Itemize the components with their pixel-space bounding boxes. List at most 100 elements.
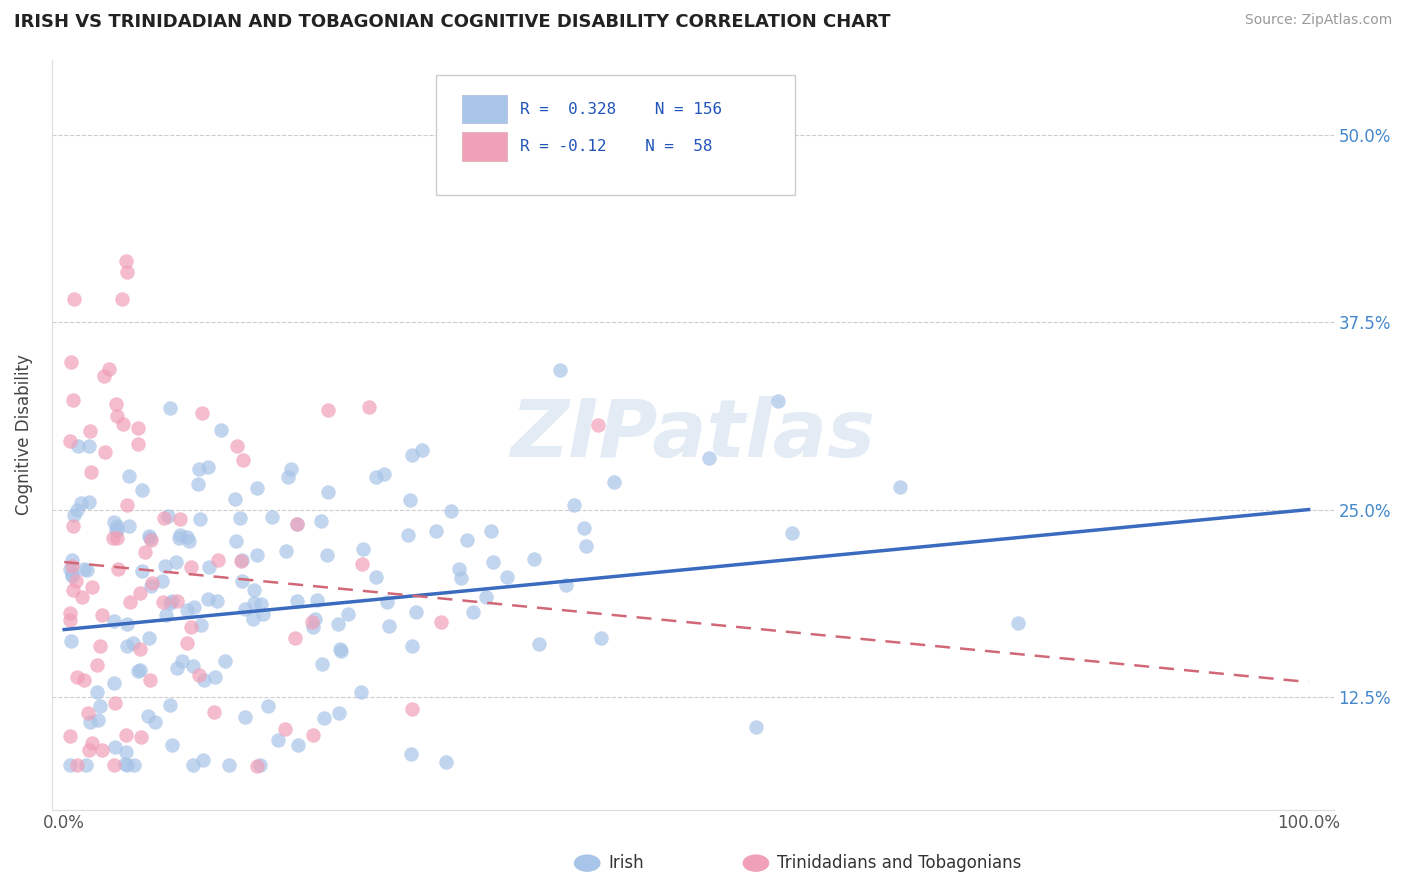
Point (110, 292, 132, 306)
Point (176, 636, 198, 650)
Point (129, 731, 152, 745)
Point (209, 423, 232, 437)
Point (246, 548, 269, 562)
Point (425, 524, 447, 538)
Y-axis label: Cognitive Disability: Cognitive Disability (15, 354, 32, 515)
Point (114, 757, 136, 772)
Point (316, 485, 339, 500)
Point (225, 439, 247, 453)
Point (233, 709, 256, 723)
Point (103, 740, 125, 755)
Point (59, 614, 82, 628)
Point (103, 615, 125, 629)
Point (328, 706, 350, 720)
Point (143, 714, 166, 729)
Point (231, 574, 253, 588)
Point (138, 529, 160, 543)
Text: IRISH VS TRINIDADIAN AND TOBAGONIAN COGNITIVE DISABILITY CORRELATION CHART: IRISH VS TRINIDADIAN AND TOBAGONIAN COGN… (14, 13, 890, 31)
Point (246, 481, 269, 495)
FancyBboxPatch shape (463, 132, 506, 161)
Point (456, 533, 478, 548)
Point (231, 553, 253, 567)
Point (181, 659, 204, 673)
Point (79, 424, 101, 438)
Point (117, 616, 139, 631)
Point (139, 531, 162, 545)
Point (65, 669, 87, 683)
Text: Trinidadians and Tobagonians: Trinidadians and Tobagonians (778, 855, 1021, 872)
Point (285, 517, 308, 532)
Point (75, 757, 97, 772)
Point (77, 706, 100, 720)
Point (603, 475, 626, 490)
Point (98, 361, 121, 376)
Point (115, 746, 138, 760)
Point (169, 512, 191, 526)
Point (284, 631, 307, 645)
Point (202, 705, 225, 719)
Text: R = -0.12    N =  58: R = -0.12 N = 58 (520, 139, 711, 154)
Point (523, 552, 546, 566)
Point (122, 757, 145, 772)
Point (398, 528, 420, 542)
Point (59, 562, 82, 576)
Point (63, 508, 86, 522)
Point (330, 644, 353, 658)
Point (889, 480, 911, 494)
Point (153, 511, 176, 525)
Point (62, 293, 84, 307)
Point (411, 442, 433, 457)
Point (91, 608, 114, 623)
Point (70, 590, 93, 604)
Point (67, 439, 90, 453)
Point (134, 545, 156, 559)
Point (562, 499, 585, 513)
Point (60, 553, 83, 567)
FancyBboxPatch shape (436, 75, 796, 194)
Point (129, 663, 152, 677)
Point (267, 733, 290, 747)
Point (166, 594, 188, 608)
Point (405, 605, 427, 619)
Point (373, 467, 395, 482)
Point (60, 559, 83, 574)
Point (118, 468, 141, 483)
Point (479, 524, 502, 538)
Point (73, 673, 96, 688)
Point (766, 393, 789, 408)
Point (101, 531, 124, 545)
Point (128, 642, 150, 657)
Point (127, 664, 149, 678)
Point (191, 753, 214, 767)
Point (77, 495, 100, 509)
Point (548, 363, 571, 377)
Point (172, 654, 194, 668)
Point (190, 406, 212, 420)
Point (65, 574, 87, 589)
Point (252, 607, 274, 621)
Point (80, 465, 103, 479)
Point (274, 723, 297, 737)
Point (352, 557, 374, 571)
Point (218, 757, 240, 772)
Point (745, 720, 768, 734)
Point (377, 594, 399, 608)
Point (77, 742, 100, 756)
Point (166, 556, 188, 570)
Point (105, 519, 128, 533)
Point (89, 639, 111, 653)
Point (115, 498, 138, 512)
Point (243, 583, 266, 598)
Text: R =  0.328    N = 156: R = 0.328 N = 156 (520, 102, 721, 117)
Point (475, 591, 498, 605)
Point (401, 448, 423, 462)
Point (93, 369, 115, 384)
Point (60, 566, 83, 581)
Point (120, 595, 142, 609)
Point (60, 633, 83, 648)
Point (256, 699, 278, 714)
Point (153, 559, 176, 574)
Point (127, 436, 149, 450)
Point (1007, 615, 1029, 630)
Point (159, 698, 181, 712)
